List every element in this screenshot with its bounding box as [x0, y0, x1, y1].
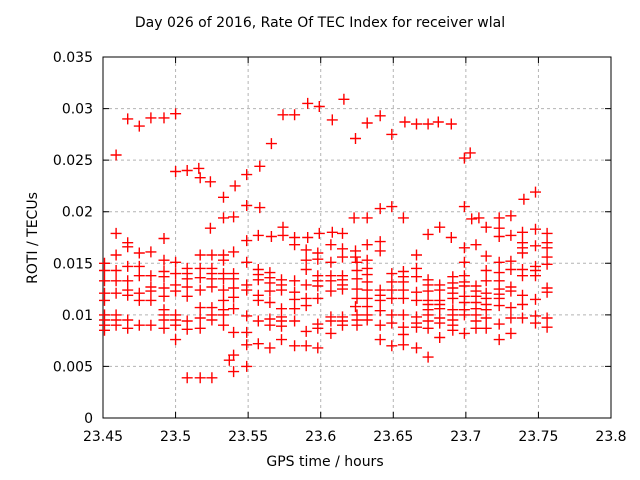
plot-border [102, 56, 612, 419]
chart-title: Day 026 of 2016, Rate Of TEC Index for r… [134, 15, 506, 31]
x-tick-label: 23.5 [160, 429, 191, 445]
x-axis-label: GPS time / hours [266, 454, 384, 470]
y-tick-label: 0.01 [62, 308, 93, 324]
y-tick-label: 0.015 [53, 256, 93, 272]
x-tick-label: 23.65 [373, 429, 413, 445]
tick-marks [102, 56, 612, 419]
x-tick-label: 23.55 [228, 429, 268, 445]
y-tick-label: 0.025 [53, 153, 93, 169]
y-tick-label: 0 [84, 411, 93, 427]
x-tick-label: 23.75 [518, 429, 558, 445]
y-tick-label: 0.005 [53, 359, 93, 375]
x-tick-label: 23.8 [595, 429, 626, 445]
x-tick-label: 23.6 [305, 429, 336, 445]
scatter-points [99, 93, 553, 384]
x-tick-label: 23.7 [450, 429, 481, 445]
y-tick-label: 0.02 [62, 205, 93, 221]
y-tick-label: 0.03 [62, 102, 93, 118]
x-tick-label: 23.45 [83, 429, 123, 445]
y-tick-label: 0.035 [53, 50, 93, 66]
